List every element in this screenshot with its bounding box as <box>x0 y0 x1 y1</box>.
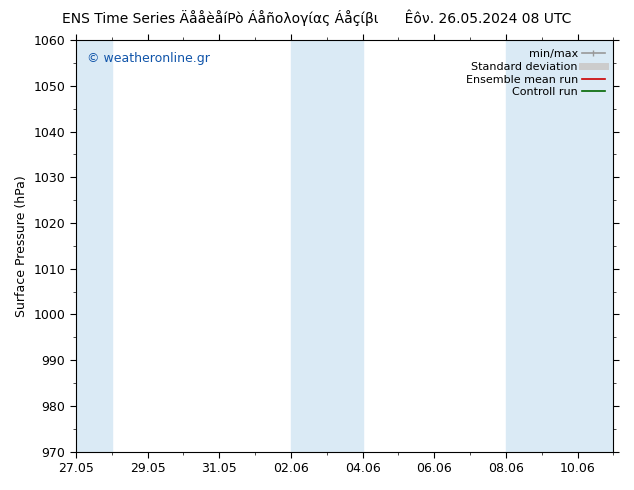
Bar <box>506 40 614 452</box>
Y-axis label: Surface Pressure (hPa): Surface Pressure (hPa) <box>15 175 28 317</box>
Text: ENS Time Series ÄååèåíPò Áåñολογίας Áåçίβι      Êôν. 26.05.2024 08 UTC: ENS Time Series ÄååèåíPò Áåñολογίας Áåçί… <box>62 10 572 26</box>
Bar <box>291 40 363 452</box>
Bar <box>76 40 112 452</box>
Text: © weatheronline.gr: © weatheronline.gr <box>87 52 209 66</box>
Legend: min/max, Standard deviation, Ensemble mean run, Controll run: min/max, Standard deviation, Ensemble me… <box>462 46 608 101</box>
